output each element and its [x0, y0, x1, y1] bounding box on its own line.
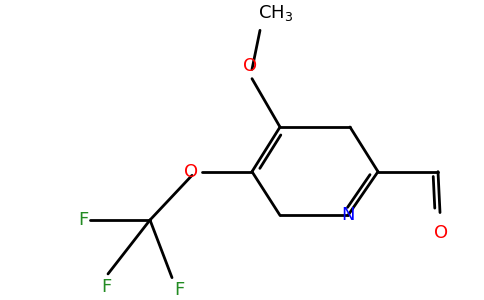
- Text: F: F: [101, 278, 111, 296]
- Text: N: N: [341, 206, 355, 224]
- Text: F: F: [78, 211, 88, 229]
- Text: O: O: [184, 163, 198, 181]
- Text: O: O: [434, 224, 448, 242]
- Text: CH$_3$: CH$_3$: [258, 3, 294, 23]
- Text: O: O: [243, 57, 257, 75]
- Text: F: F: [174, 281, 184, 299]
